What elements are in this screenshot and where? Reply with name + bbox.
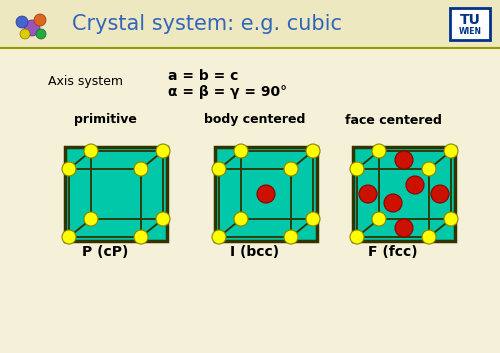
Circle shape bbox=[16, 16, 28, 28]
Text: P (cP): P (cP) bbox=[82, 245, 128, 259]
Bar bbox=[215, 147, 317, 241]
Text: a = b = c: a = b = c bbox=[168, 69, 238, 83]
Circle shape bbox=[156, 212, 170, 226]
Circle shape bbox=[24, 20, 40, 36]
Circle shape bbox=[406, 176, 424, 194]
Circle shape bbox=[431, 185, 449, 203]
Circle shape bbox=[234, 212, 248, 226]
Text: Crystal system: e.g. cubic: Crystal system: e.g. cubic bbox=[72, 14, 342, 34]
Text: body centered: body centered bbox=[204, 114, 306, 126]
Circle shape bbox=[284, 162, 298, 176]
Circle shape bbox=[444, 144, 458, 158]
Circle shape bbox=[62, 162, 76, 176]
Circle shape bbox=[372, 212, 386, 226]
Circle shape bbox=[257, 185, 275, 203]
Circle shape bbox=[306, 144, 320, 158]
Circle shape bbox=[444, 212, 458, 226]
Circle shape bbox=[84, 144, 98, 158]
Circle shape bbox=[20, 29, 30, 39]
Circle shape bbox=[422, 230, 436, 244]
Circle shape bbox=[62, 230, 76, 244]
Bar bbox=[65, 147, 167, 241]
Circle shape bbox=[212, 162, 226, 176]
Circle shape bbox=[372, 144, 386, 158]
Text: WIEN: WIEN bbox=[458, 28, 481, 36]
Circle shape bbox=[284, 230, 298, 244]
Circle shape bbox=[36, 29, 46, 39]
Circle shape bbox=[306, 212, 320, 226]
Circle shape bbox=[34, 14, 46, 26]
Circle shape bbox=[384, 194, 402, 212]
Circle shape bbox=[359, 185, 377, 203]
Circle shape bbox=[134, 162, 148, 176]
Circle shape bbox=[134, 230, 148, 244]
Circle shape bbox=[350, 162, 364, 176]
Text: I (bcc): I (bcc) bbox=[230, 245, 280, 259]
Bar bbox=[353, 147, 455, 241]
Circle shape bbox=[234, 144, 248, 158]
Circle shape bbox=[84, 212, 98, 226]
Circle shape bbox=[395, 219, 413, 237]
Text: α = β = γ = 90°: α = β = γ = 90° bbox=[168, 85, 287, 99]
Circle shape bbox=[422, 162, 436, 176]
Circle shape bbox=[212, 230, 226, 244]
Text: Axis system: Axis system bbox=[48, 76, 123, 89]
Circle shape bbox=[395, 151, 413, 169]
Circle shape bbox=[156, 144, 170, 158]
Circle shape bbox=[350, 230, 364, 244]
Text: primitive: primitive bbox=[74, 114, 136, 126]
Bar bbox=[0, 0, 500, 48]
Bar bbox=[450, 8, 490, 40]
Text: F (fcc): F (fcc) bbox=[368, 245, 418, 259]
Text: face centered: face centered bbox=[344, 114, 442, 126]
Text: TU: TU bbox=[460, 13, 480, 27]
